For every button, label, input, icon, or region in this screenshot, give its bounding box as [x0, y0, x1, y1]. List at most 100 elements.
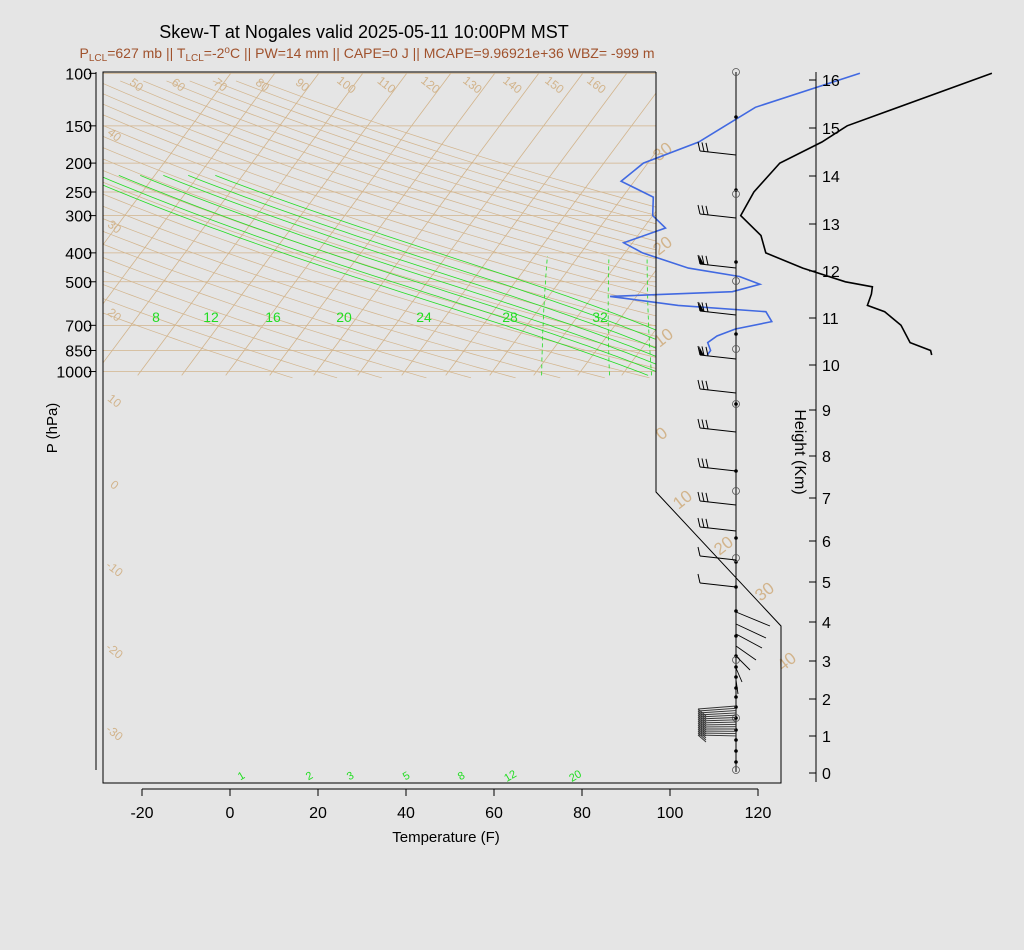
- wind-barb-feather: [701, 492, 705, 502]
- height-tick-label: 9: [822, 403, 831, 420]
- isotherm-line: [137, 73, 364, 376]
- x-axis-label: Temperature (F): [392, 829, 500, 846]
- chart-subtitle: PLCL=627 mb || TLCL=-2oC || PW=14 mm || …: [80, 45, 655, 64]
- mixing-ratio-label: 20: [567, 768, 584, 785]
- moist-adiabat-label: 12: [203, 309, 219, 325]
- dry-adiabat: [103, 147, 781, 358]
- dry-adiabat: [103, 103, 781, 319]
- wind-barb: [699, 354, 737, 360]
- wind-barb-feather: [697, 254, 701, 265]
- wind-barb-feather: [705, 346, 709, 357]
- isotherm-label: 80: [253, 75, 272, 94]
- isotherm-label: 50: [127, 75, 146, 94]
- wind-barb: [697, 712, 737, 716]
- isotherm-line: [886, 73, 1024, 375]
- y-axis-label: P (hPa): [44, 403, 61, 454]
- y-tick-label: 250: [65, 185, 92, 202]
- wind-barb-feather: [701, 205, 705, 215]
- wind-barb-feather: [697, 730, 707, 739]
- wind-barb-pennant: [699, 346, 704, 356]
- height-tick-label: 16: [822, 73, 840, 90]
- chart-title: Skew-T at Nogales valid 2025-05-11 10:00…: [159, 22, 569, 42]
- isotherm-label: 90: [293, 75, 312, 94]
- dry-adiabat: [259, 80, 781, 240]
- barb-level-circle: [732, 277, 740, 285]
- height-tick-label: 15: [822, 121, 840, 138]
- isotherm-line: [974, 73, 1024, 375]
- moist-adiabat-label: 28: [502, 309, 518, 325]
- x-axis: -20 0 20 40 60 80 100 120: [130, 788, 772, 822]
- isotherm-line: [225, 73, 452, 376]
- wind-barb-feather: [701, 142, 705, 152]
- wind-barb: [697, 723, 737, 726]
- mixing-ratio-labels: 8 12 16 20 24 28 321 2 3 5 8 12 20: [152, 309, 608, 785]
- wind-barb-pennant: [699, 255, 704, 265]
- dewpoint-line: [609, 72, 861, 356]
- wind-barb: [697, 732, 737, 735]
- wind-barb: [699, 150, 737, 156]
- isotherm-line: [401, 73, 628, 376]
- wind-barb: [699, 388, 737, 394]
- y-tick-label: 400: [65, 246, 92, 263]
- barb-level-circle: [732, 345, 740, 353]
- isotherm-line: [930, 73, 1024, 375]
- wind-barb: [735, 679, 739, 695]
- moist-adiabat-label: 32: [592, 309, 608, 325]
- isotherm-label: -20: [103, 640, 126, 662]
- barb-level-dot: [734, 536, 738, 540]
- isotherm-label: 160: [584, 73, 609, 97]
- wind-barb-feather: [697, 418, 701, 429]
- height-tick-label: 0: [822, 766, 831, 783]
- dry-adiabat: [103, 205, 650, 379]
- wind-barb: [697, 710, 737, 714]
- dry-adiabat: [103, 193, 695, 379]
- wind-barb: [735, 611, 771, 627]
- wind-barb-feather: [705, 302, 709, 313]
- x-tick-label: 60: [485, 805, 503, 822]
- wind-barb-feather: [697, 345, 701, 356]
- moist-adiabat-label: 24: [416, 309, 432, 325]
- wind-barb-feather: [701, 458, 705, 468]
- mixing-ratio-label: 1: [236, 770, 247, 783]
- barb-level-dot: [734, 695, 738, 699]
- y-axis: 100 150 200 250 300 400 500 700 850 1000: [56, 66, 97, 770]
- isotherm-label: 130: [460, 73, 485, 97]
- isotherm-label: 40: [773, 648, 800, 675]
- barb-level-dot: [734, 738, 738, 742]
- height-tick-label: 6: [822, 534, 831, 551]
- wind-barb-feather: [705, 492, 709, 503]
- wind-barb-feather: [701, 346, 705, 356]
- mixing-ratio-label: 2: [304, 770, 315, 783]
- barb-level-circle: [732, 487, 740, 495]
- wind-barb-feather: [697, 457, 701, 468]
- wind-barb-feather: [705, 142, 709, 153]
- wind-barb: [735, 655, 751, 671]
- height-tick-label: 13: [822, 217, 840, 234]
- height-tick-label: 10: [822, 358, 840, 375]
- dry-adiabat: [103, 312, 293, 379]
- wind-barb: [699, 263, 737, 269]
- wind-barb-feather: [705, 205, 709, 216]
- barb-level-circle: [732, 400, 740, 408]
- y-tick-label: 850: [65, 343, 92, 360]
- x-tick-label: 20: [309, 805, 327, 822]
- wind-barb: [699, 582, 737, 588]
- isotherm-label: 120: [418, 73, 443, 97]
- dry-adiabat: [103, 298, 338, 379]
- dry-adiabat: [103, 125, 781, 338]
- x-tick-label: 120: [745, 805, 772, 822]
- height-tick-label: 12: [822, 264, 840, 281]
- y-tick-label: 500: [65, 275, 92, 292]
- isotherm-label: 0: [108, 477, 122, 492]
- wind-barb-feather: [697, 734, 707, 743]
- wind-barb: [697, 705, 737, 710]
- isotherm-line: [313, 73, 540, 376]
- height-tick-label: 14: [822, 169, 840, 186]
- wind-barb: [697, 714, 737, 718]
- wind-barb: [699, 310, 737, 316]
- isotherm-label: 150: [542, 73, 567, 97]
- barb-level-dot: [734, 760, 738, 764]
- barb-level-circle: [732, 554, 740, 562]
- wind-barb-feather: [705, 419, 709, 430]
